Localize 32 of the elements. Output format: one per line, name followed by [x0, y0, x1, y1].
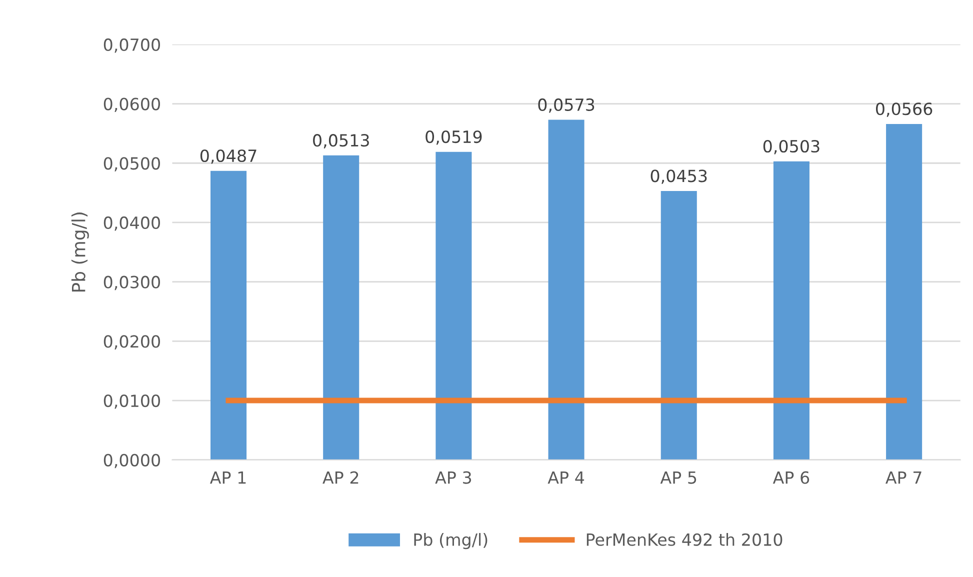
data-label: 0,0503	[763, 140, 820, 154]
bar	[548, 120, 584, 460]
y-tick-label: 0,0200	[104, 335, 160, 350]
y-tick-label: 0,0300	[104, 276, 160, 290]
bar	[323, 155, 360, 460]
y-tick-label: 0,0600	[104, 98, 160, 112]
bar	[210, 170, 247, 460]
y-tick-label: 0,0400	[104, 216, 160, 231]
x-tick-label: AP 3	[435, 471, 472, 484]
bar	[773, 161, 810, 460]
y-tick-label: 0,0700	[104, 38, 160, 53]
bar	[660, 191, 697, 460]
y-tick-label: 0,0100	[104, 394, 160, 409]
data-label: 0,0566	[876, 102, 932, 117]
x-tick-label: AP 4	[548, 471, 584, 484]
x-tick-label: AP 1	[210, 471, 246, 484]
x-tick-label: AP 7	[886, 471, 922, 484]
bar	[436, 152, 472, 460]
x-tick-label: AP 5	[660, 471, 696, 484]
y-tick-label: 0,0500	[104, 157, 160, 172]
y-axis-title: Pb (mg/l)	[71, 212, 89, 292]
legend-label: PerMenKes 492 th 2010	[586, 533, 782, 546]
bar	[886, 124, 922, 460]
data-label: 0,0573	[538, 98, 594, 113]
y-tick-label: 0,0000	[104, 454, 160, 468]
data-label: 0,0519	[426, 130, 482, 145]
data-label: 0,0453	[650, 170, 707, 184]
x-tick-label: AP 2	[322, 471, 358, 484]
x-tick-label: AP 6	[772, 471, 810, 484]
data-label: 0,0513	[313, 134, 369, 148]
legend-label: Pb (mg/l)	[414, 533, 488, 550]
data-label: 0,0487	[200, 149, 256, 164]
